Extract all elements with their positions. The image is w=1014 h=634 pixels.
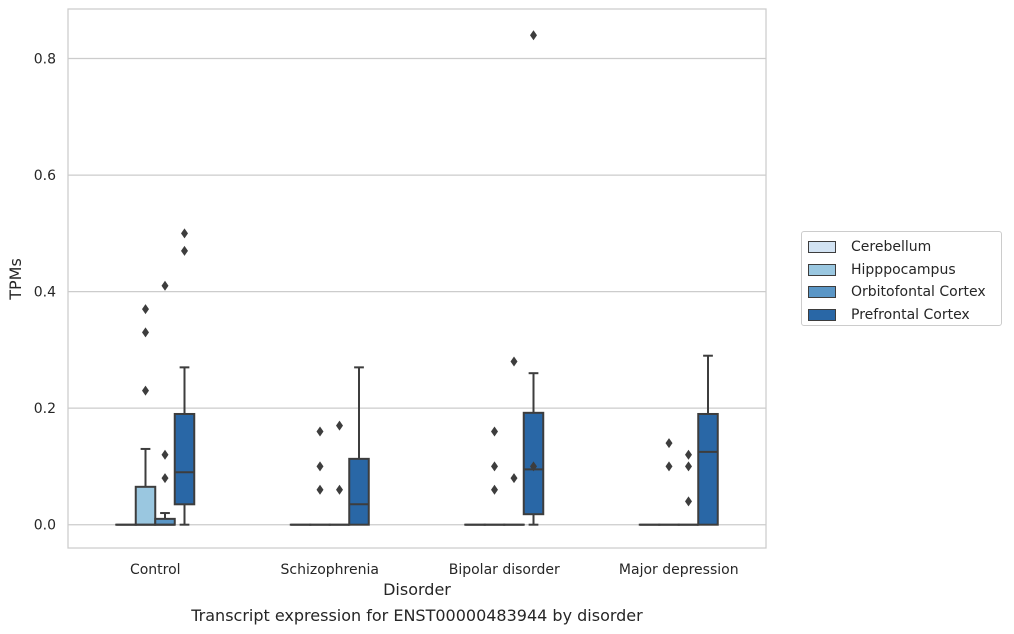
box-body bbox=[348, 457, 370, 526]
x-tick-label: Bipolar disorder bbox=[449, 562, 560, 578]
chart-caption: Transcript expression for ENST0000048394… bbox=[191, 606, 643, 625]
legend-item: Orbitofontal Cortex bbox=[808, 281, 1001, 304]
box-prefrontal-cortex bbox=[173, 228, 196, 526]
y-tick-label: 0.2 bbox=[34, 401, 56, 417]
box-body bbox=[134, 485, 157, 526]
outlier-point bbox=[491, 426, 498, 437]
x-tick-label: Control bbox=[130, 562, 181, 578]
legend-item: Hipppocampus bbox=[808, 259, 1001, 282]
y-tick-labels: 0.0 0.2 0.4 0.6 0.8 bbox=[34, 52, 56, 534]
outlier-point bbox=[161, 473, 169, 484]
outlier-point bbox=[510, 473, 518, 484]
outlier-point bbox=[530, 461, 537, 472]
box-hipppocampus bbox=[658, 438, 680, 526]
box-prefrontal-cortex bbox=[348, 366, 370, 526]
outlier-point bbox=[181, 228, 188, 239]
outlier-point bbox=[665, 461, 673, 472]
outlier-point bbox=[142, 304, 149, 315]
legend-swatch bbox=[808, 263, 836, 276]
outlier-point bbox=[142, 385, 149, 396]
legend-swatch bbox=[808, 308, 836, 321]
x-tick-label: Major depression bbox=[619, 562, 739, 578]
outlier-point bbox=[336, 420, 343, 431]
x-axis-label: Disorder bbox=[383, 580, 451, 599]
outlier-point bbox=[491, 461, 498, 472]
box-prefrontal-cortex bbox=[697, 354, 719, 526]
box-prefrontal-cortex bbox=[522, 30, 545, 526]
y-tick-label: 0.6 bbox=[34, 168, 56, 184]
plot-frame bbox=[67, 8, 767, 549]
box-orbitofontal-cortex bbox=[677, 449, 700, 526]
legend-label: Orbitofontal Cortex bbox=[851, 284, 986, 301]
legend: Cerebellum Hipppocampus Orbitofontal Corte… bbox=[801, 231, 1002, 326]
legend-item: Cerebellum bbox=[808, 236, 1001, 259]
box-hipppocampus bbox=[134, 304, 157, 526]
x-tick-label: Schizophrenia bbox=[281, 562, 379, 578]
outlier-point bbox=[685, 496, 692, 507]
outlier-point bbox=[530, 30, 537, 41]
legend-label: Prefrontal Cortex bbox=[851, 306, 970, 323]
outlier-point bbox=[316, 426, 324, 437]
outlier-point bbox=[181, 245, 188, 256]
outlier-point bbox=[685, 461, 692, 472]
box-body bbox=[173, 412, 196, 506]
y-axis-label: TPMs bbox=[6, 258, 25, 301]
outlier-point bbox=[685, 449, 692, 460]
x-tick-labels: Control Schizophrenia Bipolar disorder Majo… bbox=[130, 562, 739, 578]
outlier-point bbox=[316, 484, 324, 495]
box-hipppocampus bbox=[483, 426, 506, 526]
box-orbitofontal-cortex bbox=[154, 280, 176, 526]
box-orbitofontal-cortex bbox=[328, 420, 351, 526]
outlier-point bbox=[336, 484, 343, 495]
y-tick-label: 0.8 bbox=[34, 52, 56, 68]
outlier-point bbox=[161, 449, 169, 460]
box-orbitofontal-cortex bbox=[503, 356, 525, 526]
legend-swatch bbox=[808, 286, 836, 299]
y-tick-label: 0.0 bbox=[34, 518, 56, 534]
outlier-point bbox=[491, 484, 498, 495]
outlier-point bbox=[161, 280, 169, 291]
outlier-point bbox=[510, 356, 518, 367]
legend-swatch bbox=[808, 241, 836, 254]
legend-item: Prefrontal Cortex bbox=[808, 304, 1001, 327]
box-body bbox=[697, 412, 719, 526]
legend-label: Hipppocampus bbox=[851, 261, 956, 278]
legend-label: Cerebellum bbox=[851, 239, 932, 256]
y-tick-label: 0.4 bbox=[34, 285, 56, 301]
outlier-point bbox=[665, 438, 673, 449]
gridlines bbox=[68, 57, 766, 526]
outlier-point bbox=[316, 461, 324, 472]
outlier-point bbox=[142, 327, 149, 338]
boxes bbox=[115, 30, 719, 526]
box-hipppocampus bbox=[309, 426, 331, 526]
